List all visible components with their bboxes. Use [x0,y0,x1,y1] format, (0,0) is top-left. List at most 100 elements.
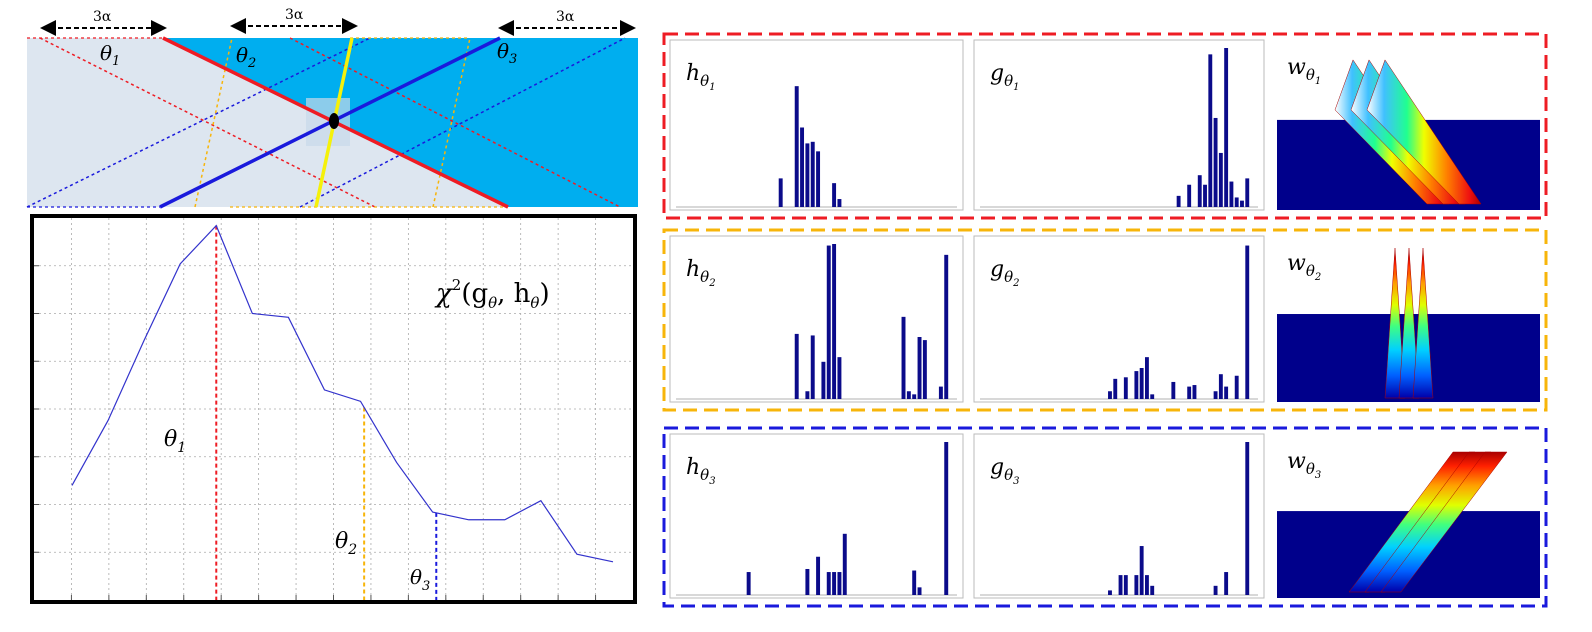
histogram-bar [1213,585,1218,595]
w-ridge [1412,247,1434,399]
histogram-bar [810,335,815,399]
histogram-bar [837,357,842,399]
g-histogram-label: gθ2 [990,257,1020,289]
g-histogram-label: gθ1 [990,61,1020,93]
plot-grid [34,218,633,600]
histogram-bar [917,337,922,399]
w-surface-panel: wθ1 [1277,40,1540,210]
histogram-bar [1229,181,1234,207]
histogram-bar [917,587,922,595]
chi-square-curve [71,224,614,563]
histogram-bar [832,572,837,595]
histogram-bar [1134,575,1139,595]
label-sub: θ [1004,268,1013,286]
histogram-bar [1213,391,1218,399]
histogram-bar [794,86,799,207]
histogram-bar [778,178,783,207]
w-label: wθ2 [1287,251,1321,283]
histogram-bar [1150,394,1155,399]
theta2-label: θ2 [236,43,256,71]
orange-dashed-line-1 [194,37,233,208]
alpha-label-2: 3α [285,7,304,23]
label-main: h [686,455,700,480]
histogram-bar [816,556,821,595]
plot-theta2-label: θ2 [335,529,357,558]
h-histogram-label: hθ1 [686,61,716,93]
w-ridge [1380,451,1508,593]
orange-dashed-line-2 [432,37,471,208]
h-histogram-label: hθ3 [686,455,716,487]
w-label: wθ1 [1287,55,1321,87]
histogram-bar [837,199,842,207]
label-subsub: 3 [1315,470,1321,481]
panel-row-border [662,426,1548,608]
theta1-label: θ1 [100,41,120,69]
histogram-bar [821,361,826,399]
chi-square-plot: χ2(gθ, hθ) θ1 θ2 θ3 [30,214,637,604]
label-subsub: 2 [1314,272,1321,283]
histogram-bar [1192,385,1197,399]
histogram-bar [800,127,805,207]
histogram-bar [832,183,837,207]
histogram-bar [1208,54,1213,207]
histogram-frame [669,235,964,403]
w-ridge [1384,247,1406,399]
histogram-bar [1108,590,1112,595]
histogram-bar [1240,200,1244,207]
histogram-bar [1134,371,1139,399]
plot-theta3-label: θ3 [410,565,430,594]
histogram-bar [1145,357,1149,399]
label-main: g [990,455,1004,480]
w-label: wθ3 [1287,449,1321,481]
histogram-frame [973,235,1265,403]
panel-row-3: hθ3 gθ3 wθ3 [662,426,1548,608]
histogram-bar [837,572,842,595]
label-subsub: 2 [708,278,715,289]
histogram-bar [1224,572,1229,595]
histogram-bar [922,340,927,399]
histogram-bar [805,391,810,399]
histogram-bar [1245,245,1250,399]
label-subsub: 3 [709,476,715,487]
histogram-bar [746,572,751,595]
label-sub: θ [1306,66,1315,84]
histogram-bar [1213,117,1218,207]
w-surface-panel: wθ3 [1277,434,1540,598]
label-main: g [990,257,1004,282]
cyan-band [163,38,638,207]
histogram-bar [1187,184,1192,207]
histogram-bar [1224,386,1229,399]
chi-square-formula: χ2(gθ, hθ) [434,276,550,312]
h-histogram: hθ3 [669,433,964,599]
blue-dashed-line-1 [26,37,371,208]
panel-row-border [662,228,1548,412]
histogram-bar [1176,195,1181,207]
label-subsub: 1 [1315,76,1321,87]
label-sub: θ [1004,72,1013,90]
label-main: h [686,61,700,86]
histogram-bar [816,151,821,207]
histogram-bar [1218,152,1223,207]
plot-theta1-label: θ1 [164,427,186,456]
histogram-bar [901,316,906,399]
histogram-bar [1187,386,1192,399]
plot-markers [215,225,438,600]
h-histogram-label: hθ2 [686,257,716,289]
histogram-bar [1234,375,1239,399]
slope-diagram: 3α 3α 3α θ1 θ2 θ3 [26,7,638,209]
label-main: h [686,257,700,282]
label-subsub: 1 [1013,82,1019,93]
histogram-bar [1123,377,1128,399]
histogram-bar [1234,197,1239,207]
histogram-bar [1113,378,1118,399]
histogram-bar [810,141,815,207]
histogram-bar [1150,585,1155,595]
label-subsub: 3 [1013,476,1019,487]
w-ridge [1366,59,1482,205]
label-sub: θ [700,72,709,90]
w-ridge [1398,247,1420,399]
histogram-bar [832,244,837,399]
blue-dashed-line-2 [299,37,626,208]
g-histogram: gθ3 [973,433,1265,599]
